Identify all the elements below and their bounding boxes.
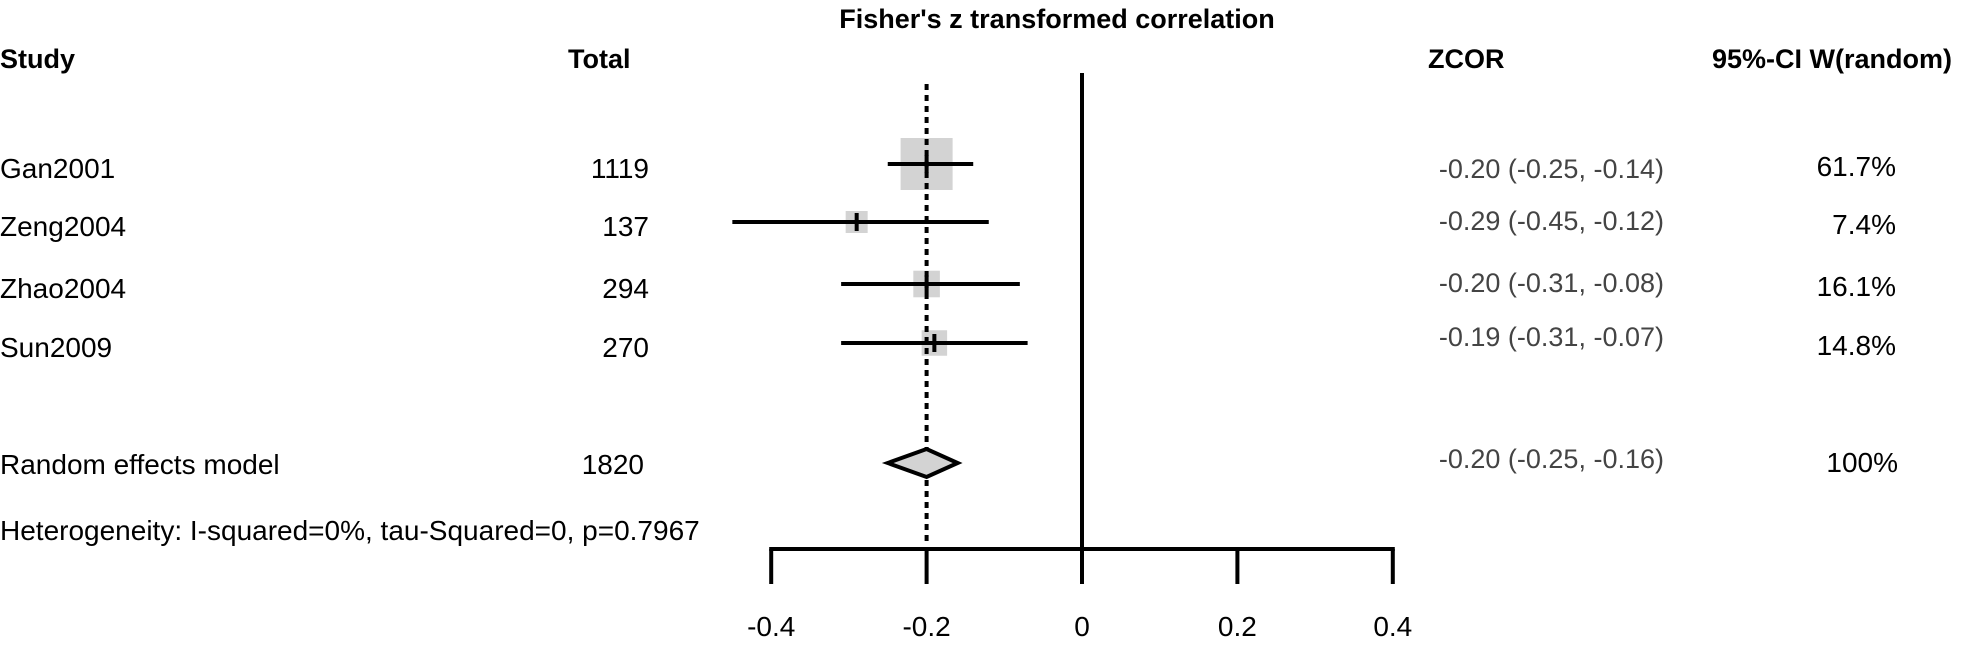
chart-title: Fisher's z transformed correlation: [839, 4, 1275, 34]
study-weight: 7.4%: [1832, 209, 1896, 240]
pooled-ci-text: -0.20 (-0.25, -0.16): [1439, 444, 1664, 474]
study-name: Zeng2004: [0, 211, 126, 242]
study-total: 137: [602, 211, 649, 242]
study-weight: 16.1%: [1817, 271, 1896, 302]
study-ci-text: -0.29 (-0.45, -0.12): [1439, 206, 1664, 236]
x-axis-tick-label: 0.4: [1373, 611, 1412, 642]
study-ci-text: -0.20 (-0.31, -0.08): [1439, 268, 1664, 298]
plot-marks: [732, 73, 1084, 584]
study-name: Gan2001: [0, 153, 115, 184]
pooled-total: 1820: [582, 449, 644, 480]
pooled-label: Random effects model: [0, 449, 280, 480]
column-header-estimate: ZCOR: [1428, 44, 1505, 74]
x-axis-tick-label: 0.2: [1218, 611, 1257, 642]
column-header-total: Total: [568, 44, 631, 74]
study-weight: 14.8%: [1817, 330, 1896, 361]
x-axis-tick-label: -0.4: [747, 611, 795, 642]
study-name: Sun2009: [0, 332, 112, 363]
column-header-ci-weight: 95%-CI W(random): [1712, 44, 1952, 74]
study-ci-text: -0.19 (-0.31, -0.07): [1439, 322, 1664, 352]
study-row: Zhao2004 294 -0.20 (-0.31, -0.08) 16.1%: [0, 268, 1896, 304]
study-total: 294: [602, 273, 649, 304]
study-weight: 61.7%: [1817, 151, 1896, 182]
x-axis-tick-label: 0: [1074, 611, 1090, 642]
x-axis: -0.4 -0.2 0 0.2 0.4: [747, 547, 1412, 642]
x-axis-tick-label: -0.2: [902, 611, 950, 642]
pooled-diamond: [881, 446, 963, 480]
study-name: Zhao2004: [0, 273, 126, 304]
study-row: Gan2001 1119 -0.20 (-0.25, -0.14) 61.7%: [0, 151, 1896, 184]
column-header-study: Study: [0, 44, 75, 74]
heterogeneity-text: Heterogeneity: I-squared=0%, tau-Squared…: [0, 515, 700, 546]
study-row: Sun2009 270 -0.19 (-0.31, -0.07) 14.8%: [0, 322, 1896, 363]
pooled-weight: 100%: [1826, 447, 1898, 478]
study-total: 270: [602, 332, 649, 363]
study-ci-text: -0.20 (-0.25, -0.14): [1439, 154, 1664, 184]
study-rows: Gan2001 1119 -0.20 (-0.25, -0.14) 61.7% Zeng…: [0, 151, 1896, 363]
study-row: Zeng2004 137 -0.29 (-0.45, -0.12) 7.4%: [0, 206, 1896, 242]
study-total: 1119: [591, 153, 649, 184]
